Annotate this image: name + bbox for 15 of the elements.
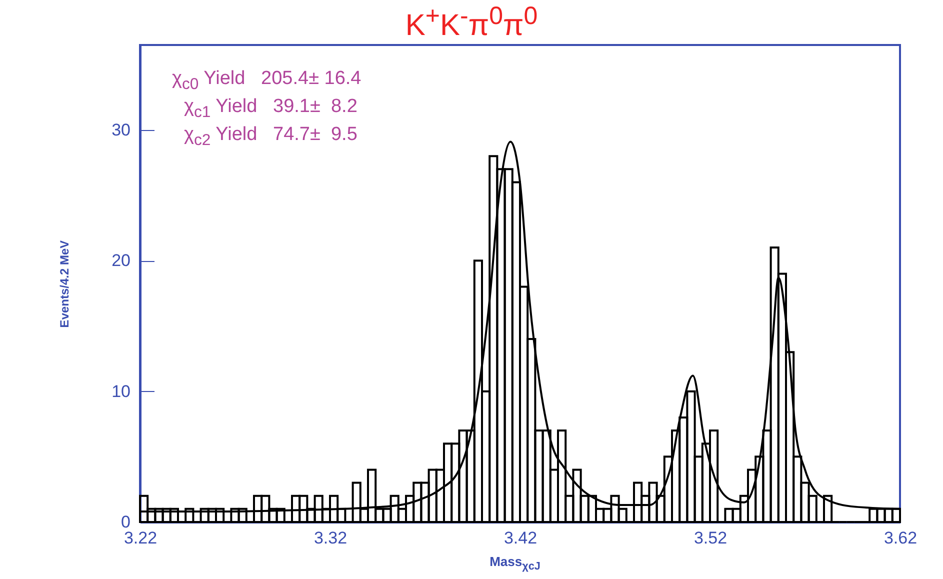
- y-axis-title: Events/4.2 MeV: [58, 240, 72, 328]
- x-tick-label: 3.22: [124, 528, 158, 548]
- annotation: χ$_{c1}$ Yield 39.1± 8.2: [184, 96, 358, 122]
- x-axis-title: Mass$_{χcJ}$: [488, 554, 542, 573]
- y-tick-label: 0: [121, 512, 130, 532]
- y-tick-label: 30: [112, 120, 130, 140]
- x-tick-label: 3.52: [694, 528, 728, 548]
- y-tick-label: 20: [112, 251, 130, 270]
- annotation: χ$_{c2}$ Yield 74.7± 9.5: [184, 124, 358, 150]
- y-tick-label: 10: [112, 382, 130, 401]
- x-tick-label: 3.62: [884, 528, 918, 548]
- annotation: χ$_{c0}$ Yield 205.4± 16.4: [172, 68, 362, 94]
- chart-title: K$^{+}$K$^{-}$π$^{0}$π$^{0}$: [404, 2, 539, 43]
- x-tick-label: 3.32: [314, 528, 348, 548]
- x-tick-label: 3.42: [504, 528, 538, 548]
